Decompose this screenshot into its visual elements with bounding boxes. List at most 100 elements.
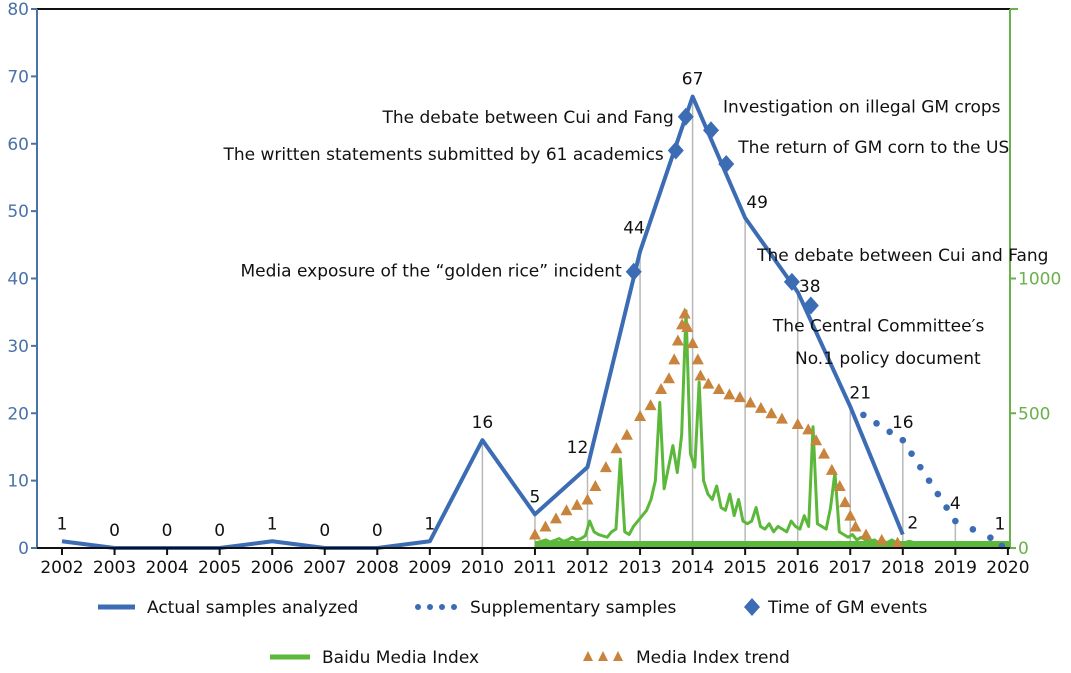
media-trend-marker bbox=[694, 369, 707, 381]
x-tick-label: 2017 bbox=[829, 558, 872, 578]
media-trend-marker bbox=[528, 528, 541, 540]
data-label: 16 bbox=[472, 413, 494, 433]
media-trend-marker bbox=[644, 399, 657, 411]
x-tick-label: 2006 bbox=[251, 558, 294, 578]
media-trend-marker bbox=[838, 496, 851, 508]
data-label: 44 bbox=[623, 219, 645, 239]
data-label: 4 bbox=[950, 494, 961, 514]
gm-event-diamond bbox=[702, 121, 719, 140]
left-tick-label: 10 bbox=[7, 472, 29, 492]
data-label: 1 bbox=[267, 514, 278, 534]
media-trend-marker bbox=[891, 536, 904, 548]
x-tick-label: 2003 bbox=[93, 558, 136, 578]
data-label: 0 bbox=[319, 521, 330, 541]
supplementary-sample-dot bbox=[969, 526, 977, 533]
gm-event-diamond bbox=[718, 154, 735, 173]
x-tick-label: 2005 bbox=[198, 558, 241, 578]
media-trend-marker bbox=[875, 533, 888, 545]
left-tick-label: 80 bbox=[7, 0, 29, 20]
legend-supplementary-swatch bbox=[451, 604, 457, 610]
x-tick-label: 2018 bbox=[881, 558, 924, 578]
left-tick-label: 30 bbox=[7, 337, 29, 357]
media-trend-marker bbox=[662, 372, 675, 384]
media-trend-marker bbox=[860, 528, 873, 540]
x-tick-label: 2013 bbox=[618, 558, 661, 578]
supplementary-sample-dot bbox=[925, 477, 933, 484]
media-trend-marker bbox=[744, 396, 757, 408]
media-trend-marker bbox=[620, 428, 633, 440]
media-trend-marker bbox=[844, 509, 857, 521]
event-annotation: The Central Committee′s bbox=[772, 317, 985, 337]
data-label: 38 bbox=[799, 277, 821, 297]
legend-supplementary-swatch bbox=[415, 604, 421, 610]
supplementary-sample-dot bbox=[987, 534, 994, 541]
media-trend-marker bbox=[678, 307, 691, 319]
right-tick-label: 0 bbox=[1018, 539, 1029, 559]
data-label: 5 bbox=[530, 487, 541, 507]
data-label: 49 bbox=[746, 193, 768, 213]
left-tick-label: 60 bbox=[7, 135, 29, 155]
supplementary-sample-dot bbox=[886, 428, 893, 436]
media-trend-marker bbox=[733, 391, 746, 403]
event-annotation: The written statements submitted by 61 a… bbox=[222, 145, 663, 165]
left-tick-label: 50 bbox=[7, 202, 29, 222]
event-annotation: The debate between Cui and Fang bbox=[381, 108, 673, 128]
x-tick-label: 2019 bbox=[934, 558, 977, 578]
media-trend-marker bbox=[825, 463, 838, 475]
legend-trend-swatch bbox=[598, 651, 608, 661]
media-trend-marker bbox=[723, 388, 736, 400]
x-tick-label: 2014 bbox=[671, 558, 714, 578]
supplementary-sample-dot bbox=[934, 490, 942, 498]
x-tick-label: 2012 bbox=[566, 558, 609, 578]
x-tick-label: 2009 bbox=[408, 558, 451, 578]
legend-actual-label: Actual samples analyzed bbox=[147, 598, 358, 618]
data-label: 0 bbox=[109, 521, 120, 541]
supplementary-sample-dot bbox=[917, 463, 924, 471]
event-annotation: Investigation on illegal GM crops bbox=[723, 98, 1001, 118]
media-trend-marker bbox=[791, 418, 804, 430]
gm-event-diamond bbox=[783, 272, 800, 291]
x-tick-label: 2010 bbox=[461, 558, 504, 578]
media-trend-marker bbox=[691, 353, 704, 365]
data-label: 0 bbox=[162, 521, 173, 541]
media-trend-marker bbox=[686, 337, 699, 349]
media-trend-marker bbox=[712, 382, 725, 394]
supplementary-sample-dot bbox=[908, 450, 915, 457]
left-tick-label: 20 bbox=[7, 404, 29, 424]
media-trend-marker bbox=[634, 409, 647, 421]
x-tick-label: 2015 bbox=[724, 558, 767, 578]
media-trend-marker bbox=[655, 382, 668, 394]
media-trend-marker bbox=[681, 321, 694, 333]
gm-event-diamond bbox=[625, 262, 642, 281]
right-tick-label: 1000 bbox=[1018, 270, 1061, 290]
legend-trend-swatch bbox=[613, 651, 623, 661]
x-tick-label: 2004 bbox=[145, 558, 188, 578]
legend-trend-swatch bbox=[583, 651, 593, 661]
media-trend-marker bbox=[668, 353, 681, 365]
data-label: 0 bbox=[372, 521, 383, 541]
data-label: 21 bbox=[849, 384, 871, 404]
data-label: 16 bbox=[892, 413, 914, 433]
legend-supplementary-swatch bbox=[439, 604, 445, 610]
data-label: 67 bbox=[682, 70, 704, 90]
event-annotation: The debate between Cui and Fang bbox=[756, 246, 1048, 266]
legend-supplementary-label: Supplementary samples bbox=[470, 598, 676, 618]
x-tick-label: 2020 bbox=[986, 558, 1029, 578]
gm-event-diamond bbox=[667, 141, 684, 160]
x-tick-label: 2016 bbox=[776, 558, 819, 578]
gm-event-diamond bbox=[677, 107, 694, 126]
media-trend-marker bbox=[599, 461, 612, 473]
legend-baidu-label: Baidu Media Index bbox=[322, 648, 479, 668]
media-trend-marker bbox=[810, 434, 823, 446]
left-tick-label: 0 bbox=[18, 539, 29, 559]
left-tick-label: 70 bbox=[7, 67, 29, 87]
event-annotation: The return of GM corn to the US bbox=[737, 138, 1009, 158]
media-trend-marker bbox=[560, 504, 573, 516]
media-trend-marker bbox=[581, 493, 594, 505]
media-trend-marker bbox=[549, 512, 562, 524]
media-trend-marker bbox=[817, 447, 830, 459]
data-label: 1 bbox=[994, 514, 1005, 534]
supplementary-sample-dot bbox=[899, 436, 907, 444]
event-annotation: Media exposure of the “golden rice” inci… bbox=[241, 261, 623, 281]
media-trend-marker bbox=[775, 412, 788, 424]
